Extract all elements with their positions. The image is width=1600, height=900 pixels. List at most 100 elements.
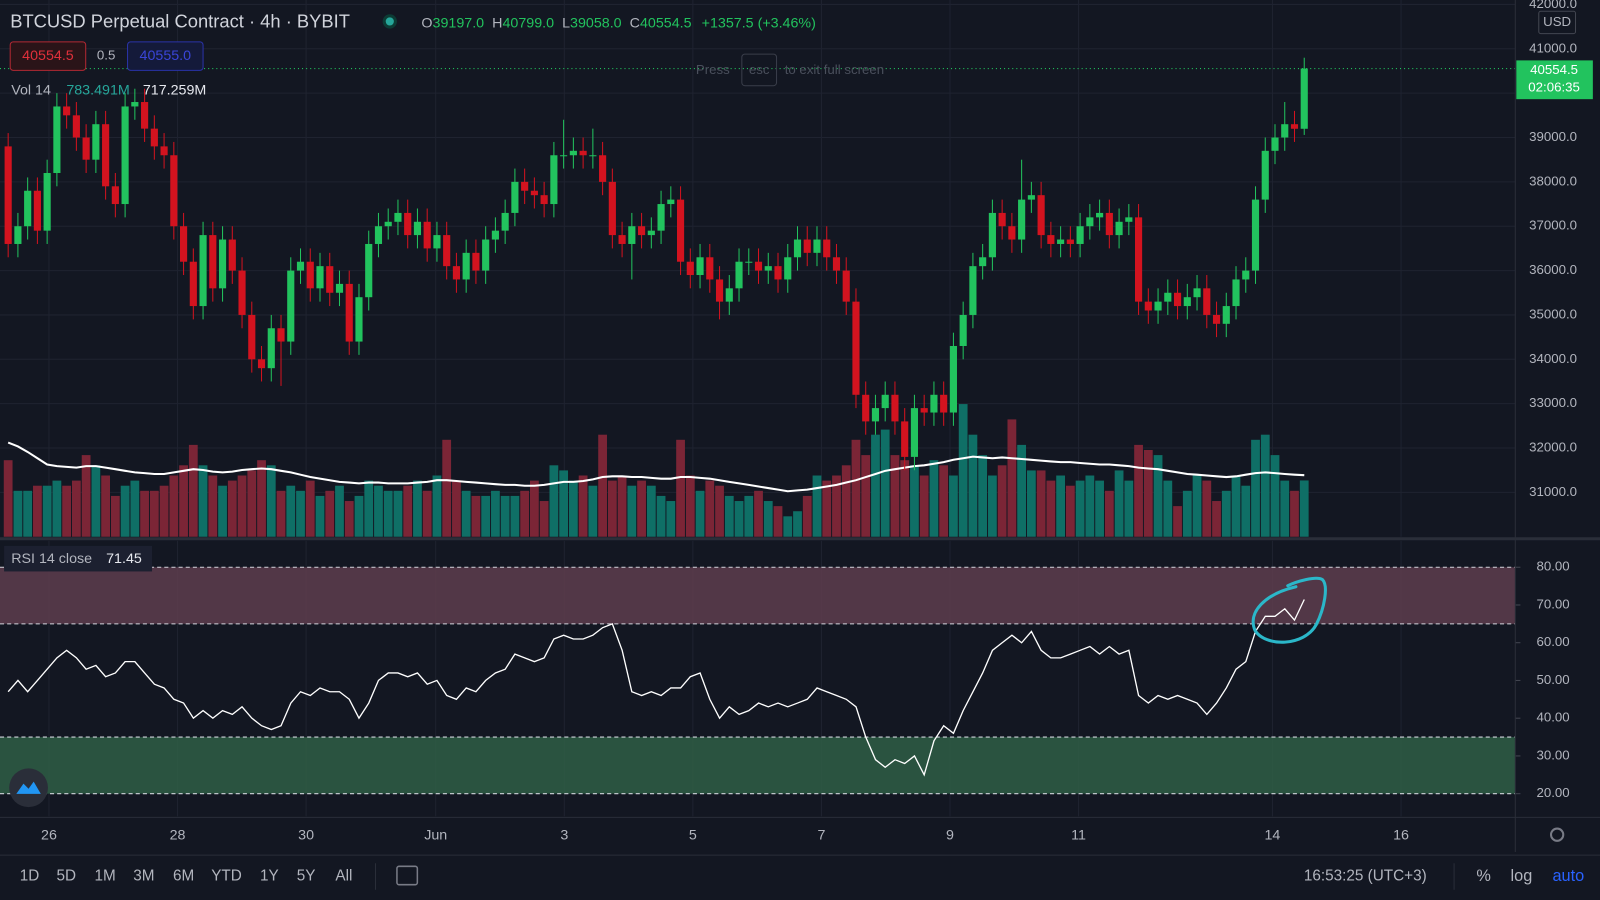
volume-bar <box>208 475 218 537</box>
volume-bar <box>598 434 607 537</box>
timeframe-button[interactable]: 1M <box>94 868 115 885</box>
volume-bar <box>344 501 354 537</box>
volume-bar <box>841 465 851 537</box>
volume-bar <box>744 495 754 537</box>
rsi-tick-label: 80.00 <box>1536 559 1569 574</box>
candle-body <box>1183 297 1191 307</box>
candle-body <box>647 230 655 236</box>
y-tick-label: 37000.0 <box>1529 218 1577 233</box>
candle-body <box>540 195 548 205</box>
candle-body <box>725 288 733 302</box>
rsi-value: 71.45 <box>106 551 142 567</box>
percent-scale[interactable]: % <box>1476 867 1491 885</box>
volume-bar <box>335 485 344 537</box>
candle-body <box>793 239 802 258</box>
volume-bar <box>452 480 461 537</box>
candle-body <box>1096 212 1104 218</box>
x-tick-label: 30 <box>298 827 314 843</box>
volume-bar <box>422 490 432 537</box>
candle-body <box>589 155 597 157</box>
ohlc-legend: O39197.0 H40799.0 L39058.0 C40554.5 +135… <box>421 15 815 31</box>
candle-body <box>979 257 987 267</box>
timeframe-button[interactable]: 3M <box>133 868 154 885</box>
timeframe-button[interactable]: 1Y <box>260 868 279 885</box>
timeframe-button[interactable]: 5D <box>57 868 77 885</box>
y-tick-label: 36000.0 <box>1529 262 1577 277</box>
candle-body <box>443 235 451 267</box>
timeframe-button[interactable]: 6M <box>173 868 194 885</box>
sell-button[interactable] <box>9 41 87 71</box>
candle-body <box>384 221 392 227</box>
timeframe-button[interactable]: All <box>335 868 352 885</box>
candle-body <box>832 257 841 271</box>
volume-ma-value: 783.491M <box>66 83 129 99</box>
timeframe-button[interactable]: 1D <box>20 868 40 885</box>
candle-body <box>1125 217 1133 222</box>
volume-bar <box>578 475 588 537</box>
candle-body <box>657 204 665 231</box>
volume-bar <box>432 475 442 537</box>
candle-body <box>1281 124 1289 138</box>
candle-body <box>1135 217 1143 302</box>
hint-text: Press <box>696 62 730 77</box>
candle-body <box>715 279 724 302</box>
symbol-title: BTCUSD Perpetual Contract · 4h · BYBIT <box>10 10 350 31</box>
x-tick-label: 11 <box>1071 827 1086 843</box>
candle-body <box>24 190 32 227</box>
volume-bar <box>734 501 744 537</box>
volume-bar <box>1173 506 1182 537</box>
volume-bar <box>666 501 676 537</box>
volume-bar <box>656 495 666 537</box>
candle-body <box>1232 279 1240 307</box>
volume-bar <box>812 475 822 537</box>
candle-body <box>238 270 246 315</box>
candle-body <box>569 150 577 156</box>
date-range-icon[interactable] <box>396 865 419 886</box>
ohlc-key: H <box>492 15 502 31</box>
volume-bar <box>140 490 149 537</box>
candle-body <box>1144 301 1152 311</box>
buy-button[interactable] <box>127 41 204 71</box>
volume-bar <box>1241 485 1251 537</box>
volume-bar <box>1114 470 1124 537</box>
volume-bar <box>62 485 72 537</box>
candle-body <box>881 394 889 409</box>
volume-bar <box>1124 480 1134 537</box>
candle-body <box>754 261 763 271</box>
candle-body <box>901 421 909 457</box>
candle-body <box>1164 292 1172 302</box>
candle-body <box>1037 195 1045 236</box>
timeframe-button[interactable]: 5Y <box>297 868 316 885</box>
timeframe-button[interactable]: YTD <box>211 868 242 885</box>
auto-scale[interactable]: auto <box>1552 867 1584 885</box>
candle-body <box>43 172 51 231</box>
settings-icon[interactable] <box>1550 827 1565 842</box>
candle-body <box>667 199 675 205</box>
volume-bar <box>763 501 773 537</box>
candle-body <box>413 221 422 236</box>
volume-bar <box>3 460 13 537</box>
candle-body <box>365 243 373 298</box>
candle-body <box>803 239 811 253</box>
rsi-legend-bg <box>4 545 153 572</box>
currency: USD <box>1543 14 1571 29</box>
volume-bar <box>724 495 734 537</box>
log-scale[interactable]: log <box>1511 867 1533 885</box>
volume-bar <box>549 465 559 537</box>
volume-bar <box>695 490 705 537</box>
volume-bar <box>1163 480 1173 537</box>
candle-body <box>1066 239 1074 244</box>
candle-body <box>326 266 334 293</box>
candle-body <box>930 394 938 413</box>
candle-body <box>823 239 831 258</box>
logo-bg[interactable] <box>9 768 48 808</box>
candle-body <box>988 212 996 258</box>
candle-body <box>920 408 928 413</box>
ohlc-value: 39197.0 <box>433 15 485 31</box>
y-tick-label: 33000.0 <box>1529 395 1577 410</box>
candle-body <box>150 128 158 147</box>
candle-body <box>521 181 529 191</box>
volume-bar <box>627 485 637 537</box>
